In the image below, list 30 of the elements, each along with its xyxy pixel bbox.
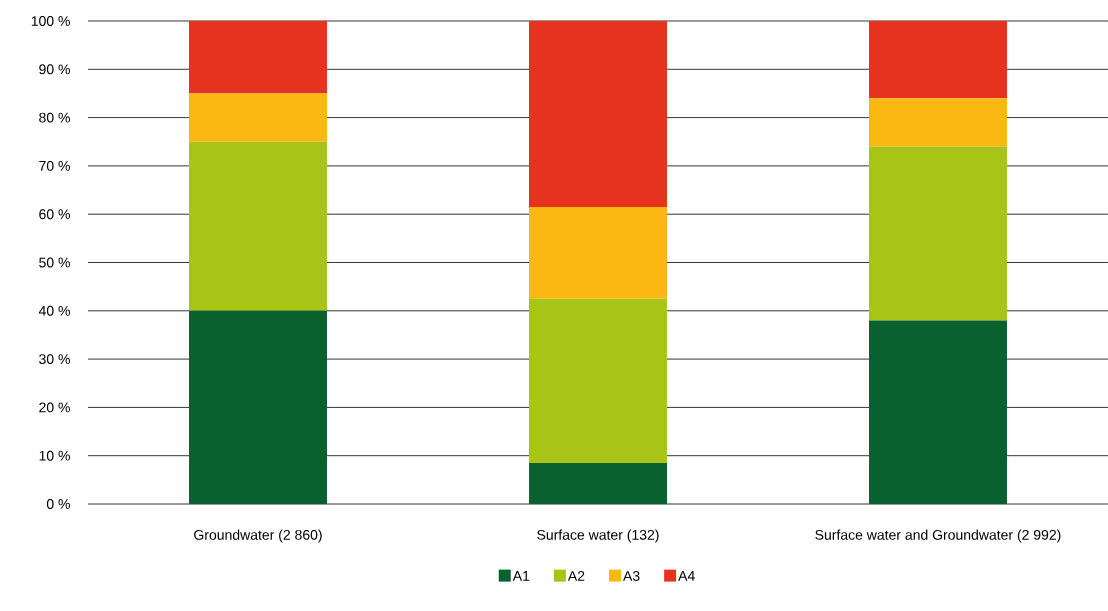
bar xyxy=(529,206,667,299)
y-tick-label: 60 % xyxy=(39,209,70,220)
x-tick-label: Surface water (132) xyxy=(537,529,659,543)
legend-label: A3 xyxy=(623,570,640,581)
y-tick-label: 80 % xyxy=(39,112,70,123)
bar xyxy=(529,298,667,463)
y-tick-label: 20 % xyxy=(39,402,70,413)
bar xyxy=(189,141,327,311)
bar xyxy=(869,98,1007,147)
bar xyxy=(529,462,667,504)
bar xyxy=(529,21,667,207)
bar xyxy=(189,21,327,94)
y-tick-label: 0 % xyxy=(46,499,70,509)
y-tick-label: 10 % xyxy=(39,450,70,461)
bar xyxy=(189,93,327,142)
y-tick-label: 70 % xyxy=(39,160,70,171)
bar xyxy=(869,146,1007,321)
bar xyxy=(869,320,1007,504)
y-tick-label: 40 % xyxy=(38,305,70,316)
bar xyxy=(869,21,1007,99)
y-tick-label: 100 % xyxy=(31,16,70,26)
x-tick-label: Groundwater (2 860) xyxy=(194,529,322,543)
y-tick-label: 30 % xyxy=(39,354,70,365)
y-tick-label: 50 % xyxy=(39,257,70,268)
legend-label: A1 xyxy=(512,571,530,581)
y-tick-label: 90 % xyxy=(39,64,70,75)
legend-label: A4 xyxy=(678,571,695,581)
bar xyxy=(189,310,327,504)
legend-label: A2 xyxy=(567,570,585,581)
x-tick-label: Surface water and Groundwater (2 992) xyxy=(815,529,1061,543)
